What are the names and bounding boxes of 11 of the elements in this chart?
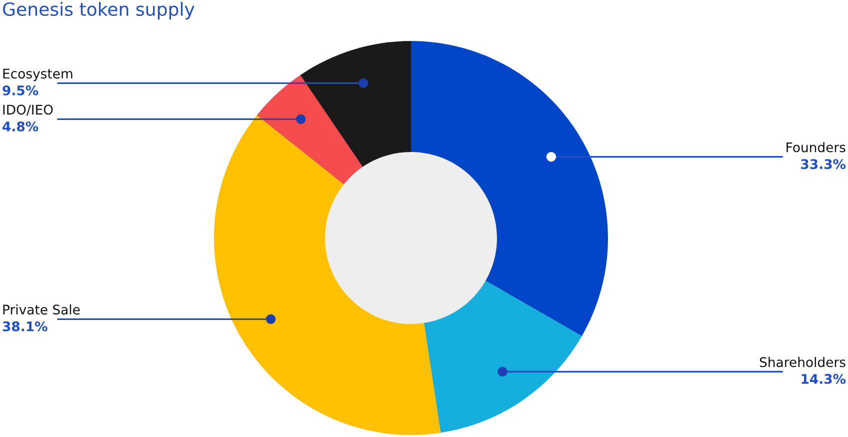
slice-label: Shareholders xyxy=(760,356,846,368)
data-label: 4.8% xyxy=(2,121,38,132)
slice-label: Private Sale xyxy=(3,304,80,315)
data-label: 38.1% xyxy=(2,321,48,332)
data-label: 14.3% xyxy=(802,374,846,384)
data-label: 9.5% xyxy=(2,85,38,96)
slice-label: Ecosystem xyxy=(3,68,72,82)
data-label: 33.3% xyxy=(801,159,846,170)
chart-title: Genesis token supply xyxy=(3,2,194,20)
slice-label: IDO/IEO xyxy=(3,104,53,116)
slice-label: Founders xyxy=(786,142,846,152)
